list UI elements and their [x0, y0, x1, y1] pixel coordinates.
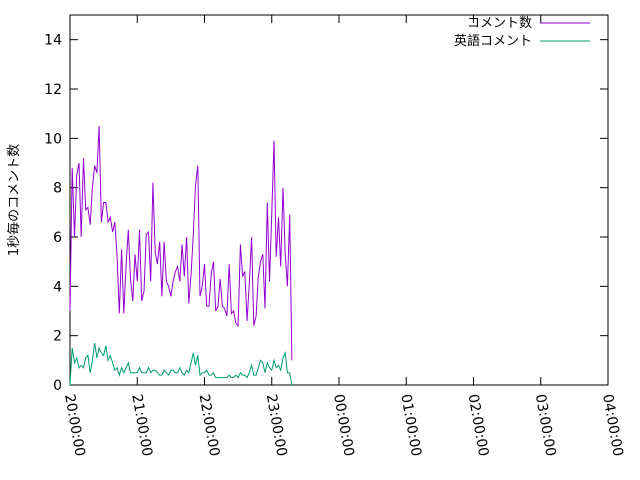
x-tick-label: 21:00:00 — [128, 393, 155, 458]
legend-label-series-1: コメント数 — [467, 16, 532, 31]
legend: コメント数 英語コメント — [454, 16, 590, 49]
series-lines — [69, 125, 293, 386]
y-tick-label: 12 — [44, 82, 62, 98]
y-axis-ticks: 0 2 4 6 8 10 12 14 — [44, 33, 608, 394]
x-tick-label: 01:00:00 — [397, 393, 424, 458]
x-tick-label: 04:00:00 — [599, 393, 626, 458]
x-tick-label: 20:00:00 — [61, 393, 88, 458]
y-axis-title: 1秒毎のコメント数 — [6, 144, 22, 256]
y-tick-label: 2 — [53, 329, 62, 345]
y-tick-label: 0 — [53, 378, 62, 394]
y-tick-label: 14 — [44, 33, 62, 49]
plot-area — [69, 14, 609, 386]
y-tick-label: 4 — [53, 279, 62, 295]
x-tick-label: 22:00:00 — [196, 393, 223, 458]
x-tick-label: 02:00:00 — [465, 393, 492, 458]
series-line-2 — [69, 343, 293, 386]
y-tick-label: 8 — [53, 181, 62, 197]
y-tick-label: 6 — [53, 230, 62, 246]
legend-label-series-2: 英語コメント — [454, 33, 532, 49]
series-line-1 — [69, 125, 293, 361]
x-tick-label: 00:00:00 — [330, 393, 357, 458]
y-tick-label: 10 — [44, 131, 62, 147]
x-tick-label: 03:00:00 — [532, 393, 559, 458]
x-tick-label: 23:00:00 — [263, 393, 290, 458]
